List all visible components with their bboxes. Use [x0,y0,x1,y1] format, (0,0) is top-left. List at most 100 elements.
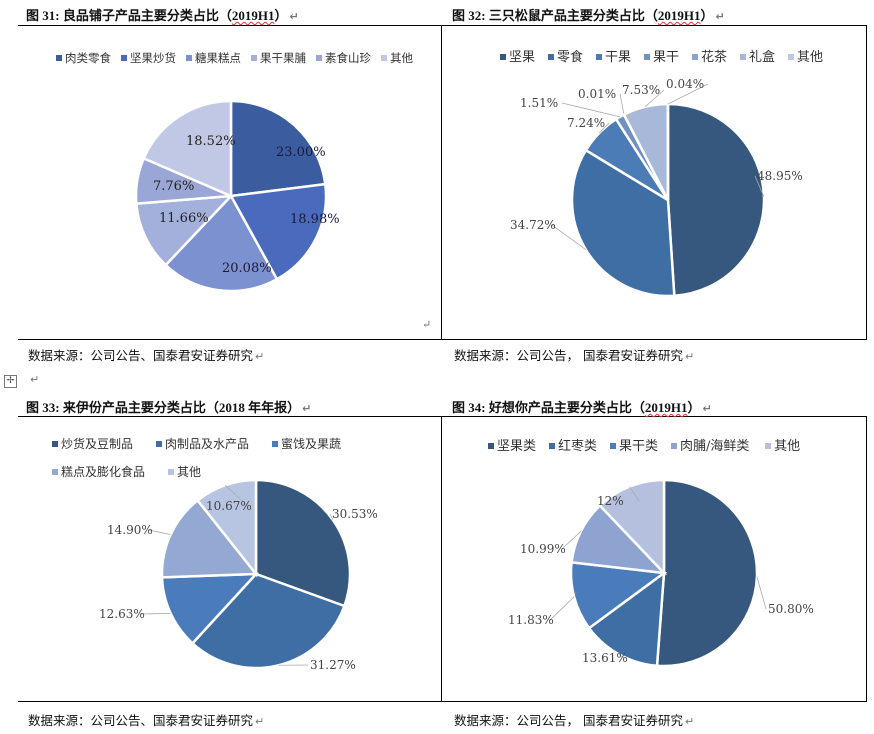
legend-item: 肉脯/海鲜类 [671,435,749,454]
title-period: 2019H1 [644,400,688,415]
legend-swatch [272,440,278,447]
paragraph-mark: ↵ [422,318,432,331]
leader-line [667,83,709,105]
data-label: 10.99% [520,542,566,556]
legend-swatch [381,55,387,61]
data-label: 0.01% [578,87,616,101]
table-move-handle-icon[interactable]: ✢ [4,375,17,388]
title-period: 2019H1 [657,8,701,23]
legend-item: 其他 [765,435,800,454]
legend-item: 坚果 [500,46,535,65]
leader-line [140,613,171,615]
legend-swatch [316,55,322,61]
legend-swatch [740,53,746,60]
legend-item: 零食 [548,46,583,65]
chart-panel-32: 图 32: 三只松鼠产品主要分类占比（2019H1） ↵ 坚果 零食 干果 果干 花茶 礼盒… [452,0,864,340]
title-period: 2018 年年报 [218,400,288,415]
source-note-33: 数据来源：公司公告、国泰君安证券研究 ↵ [28,713,265,728]
title-close: ） [274,8,288,23]
data-label: 12.63% [99,607,145,621]
title-text: 来伊份产品主要分类占比（ [62,400,219,415]
leader-line [645,89,665,108]
legend-item: 肉制品及水产品 [156,435,249,452]
data-label: 12% [597,494,624,508]
title-text: 良品铺子产品主要分类占比（ [62,8,232,23]
leader-line [224,484,249,507]
source-note-31: 数据来源：公司公告、国泰君安证券研究 ↵ [28,348,265,363]
legend-swatch [671,442,677,449]
mid-rule-1 [18,339,867,340]
pie-slice [163,193,279,293]
leader-line [549,596,575,621]
legend-item: 炒货及豆制品 [52,435,133,452]
legend-item: 糕点及膨化食品 [52,463,145,480]
figure-number: 图 34: [452,400,486,415]
data-label: 13.61% [582,651,628,665]
legend-item: 其他 [788,46,823,65]
paragraph-mark: ↵ [30,373,40,386]
data-label: 0.04% [666,77,704,91]
title-text: 好想你产品主要分类占比（ [488,400,645,415]
data-label: 20.08% [222,261,272,276]
data-label: 23.00% [276,145,326,160]
data-label: 31.27% [310,658,356,672]
chart-title: 图 34: 好想你产品主要分类占比（2019H1） ↵ [452,400,712,415]
legend-swatch [765,442,772,449]
chart-title: 图 32: 三只松鼠产品主要分类占比（2019H1） ↵ [452,8,725,23]
data-label: 48.95% [757,169,803,183]
data-label: 14.90% [107,523,153,537]
pie-slice [229,99,327,198]
data-label: 1.51% [520,96,558,110]
pie-slice [160,572,259,646]
legend-item: 蜜饯及果蔬 [272,435,341,452]
pie-chart: 50.80% 13.61% 11.83% 10.99% 12% [508,478,814,668]
legend-item: 坚果炒货 [121,50,176,66]
data-label: 7.24% [567,116,605,130]
title-period: 2019H1 [231,8,275,23]
pie-chart: 23.00% 18.98% 20.08% 11.66% 7.76% 18.52% [134,99,340,293]
figure-number: 图 32: [452,8,486,23]
leader-line [756,576,767,610]
legend-swatch [610,442,616,449]
leader-line [329,513,334,521]
right-border-bottom [866,416,867,702]
pie-slice [569,560,668,630]
data-label: 7.53% [622,83,660,97]
center-divider-bottom [441,416,442,702]
leader-line [754,175,765,197]
pie-chart: 30.53% 31.27% 12.63% 14.90% 10.67% [99,478,378,672]
legend-swatch [168,468,174,475]
data-label: 7.76% [153,179,194,194]
legend-item: 花茶 [692,46,727,65]
leader-line [561,102,621,118]
right-border-top [866,25,867,340]
center-divider-top [441,25,442,340]
data-label: 10.67% [206,499,252,513]
title-close: ） [687,400,701,415]
leader-line [551,224,587,251]
legend-item: 果干果脯 [251,50,306,66]
legend-item: 其他 [381,50,413,66]
legend-swatch [121,55,127,61]
source-note-34: 数据来源：公司公告， 国泰君安证券研究 ↵ [454,713,695,728]
legend-swatch [488,442,494,449]
pie-chart: 48.95% 34.72% 7.24% 1.51% 0.01% 7.53% 0.04% [510,77,803,298]
data-label: 11.83% [508,613,554,627]
legend-swatch [156,440,162,447]
legend-swatch [692,53,698,60]
title-close: ） [287,400,301,415]
data-label: 18.52% [186,134,236,149]
legend-item: 干果 [596,46,631,65]
pie-slice [160,498,259,579]
chart-title: 图 31: 良品铺子产品主要分类占比（2019H1） ↵ [26,8,299,23]
title-text: 三只松鼠产品主要分类占比（ [488,8,658,23]
data-label: 30.53% [332,507,378,521]
pie-slice [254,478,352,608]
chart-panel-34: 图 34: 好想你产品主要分类占比（2019H1） ↵ 坚果类 红枣类 果干类 肉脯/海… [452,392,864,702]
legend-swatch [500,53,506,60]
leader-line [629,486,640,502]
legend-swatch [549,442,555,449]
leader-line [561,531,582,550]
legend-swatch [56,55,62,61]
data-label: 50.80% [768,602,814,616]
